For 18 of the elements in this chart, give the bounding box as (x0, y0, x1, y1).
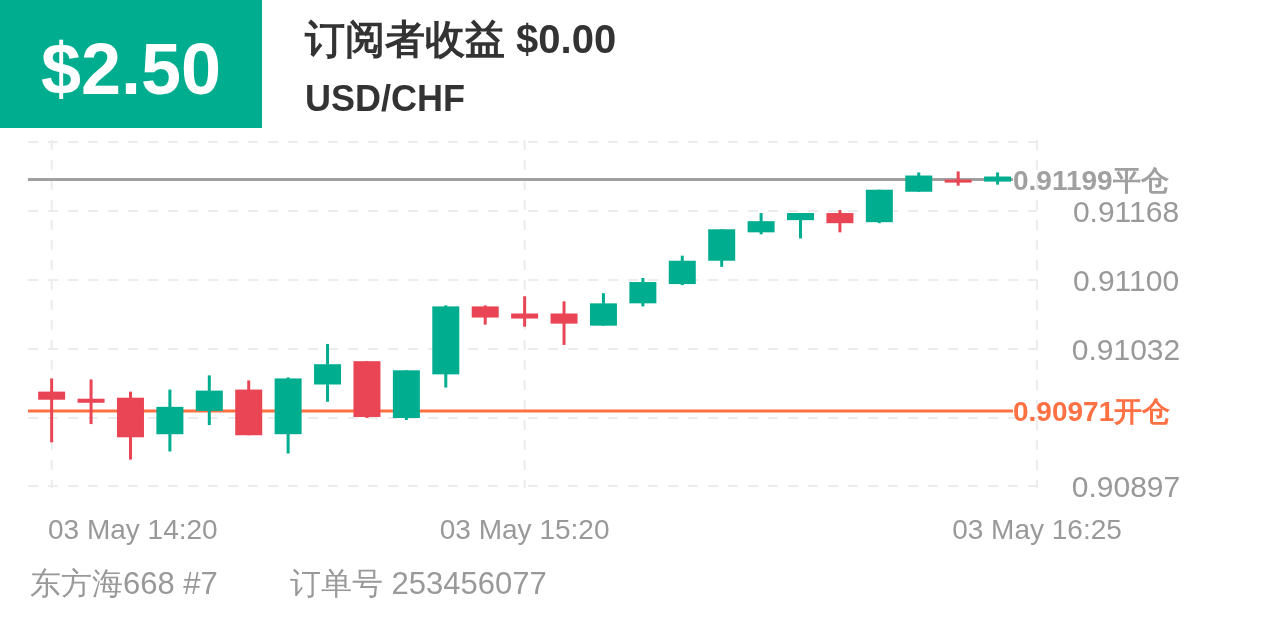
x-tick-label: 03 May 14:20 (48, 514, 218, 545)
x-tick-label: 03 May 16:25 (952, 514, 1122, 545)
text: $2.50 (40, 29, 222, 109)
candlestick (550, 301, 578, 345)
candlestick (77, 379, 105, 426)
y-tick-label: 0.91100 (1072, 264, 1180, 298)
candlestick (511, 296, 539, 327)
ref-line-label: 0.90971开仓 (1013, 395, 1171, 427)
candlestick (38, 378, 66, 443)
text: 东方海668 #7 (30, 566, 218, 601)
y-tick-label: 0.91168 (1072, 195, 1180, 229)
chart-subtitle: USD/CHF (305, 78, 465, 119)
chart-title: 订阅者收益 $0.00 (304, 17, 617, 61)
text: 订单号 253456077 (290, 566, 547, 601)
ref-line-label: 0.91199平仓 (1013, 164, 1169, 196)
y-tick-label: 0.91032 (1071, 333, 1181, 366)
x-tick-label: 03 May 15:20 (439, 514, 610, 545)
y-tick-label: 0.90897 (1071, 469, 1181, 503)
